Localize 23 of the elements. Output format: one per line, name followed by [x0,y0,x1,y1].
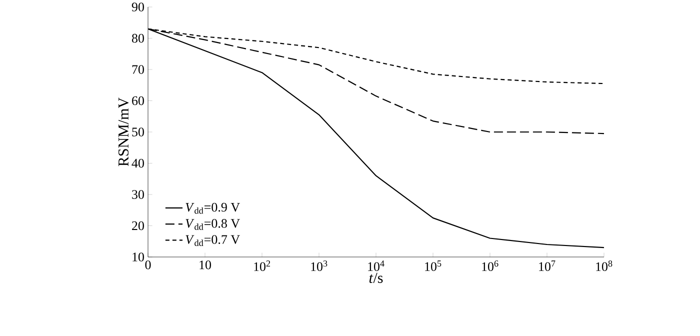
legend-label: V$_{dd}$=0.7 V [186,235,240,246]
y-tick-label: 80 [132,34,144,43]
x-tick-label: 10$^{3}$ [311,260,328,272]
x-tick-label: 10$^{5}$ [425,260,442,271]
x-tick-label: 10$^{2}$ [254,260,270,272]
y-axis-title: RSNM/mV [118,98,129,166]
x-tick-label: 10$^{7}$ [539,260,556,271]
x-tick-label: 10 [200,260,212,270]
legend-label: V$_{dd}$=0.9 V [186,202,240,214]
x-tick-label: 10$^{6}$ [482,260,498,272]
y-tick-label: 50 [132,128,144,136]
y-tick-label: 30 [132,190,144,199]
x-tick-label: 10$^{4}$ [368,260,384,271]
legend-label: V$_{dd}$=0.8 V [186,219,240,230]
y-tick-label: 40 [132,158,144,168]
y-tick-label: 10 [132,252,144,262]
x-tick-label: 0 [145,260,151,270]
y-tick-label: 70 [132,65,144,74]
y-tick-label: 20 [132,221,144,230]
x-axis-title: t/s [369,272,383,283]
x-tick-label: 10$^{8}$ [596,260,612,272]
y-tick-label: 60 [132,96,144,106]
y-tick-label: 90 [132,2,144,12]
